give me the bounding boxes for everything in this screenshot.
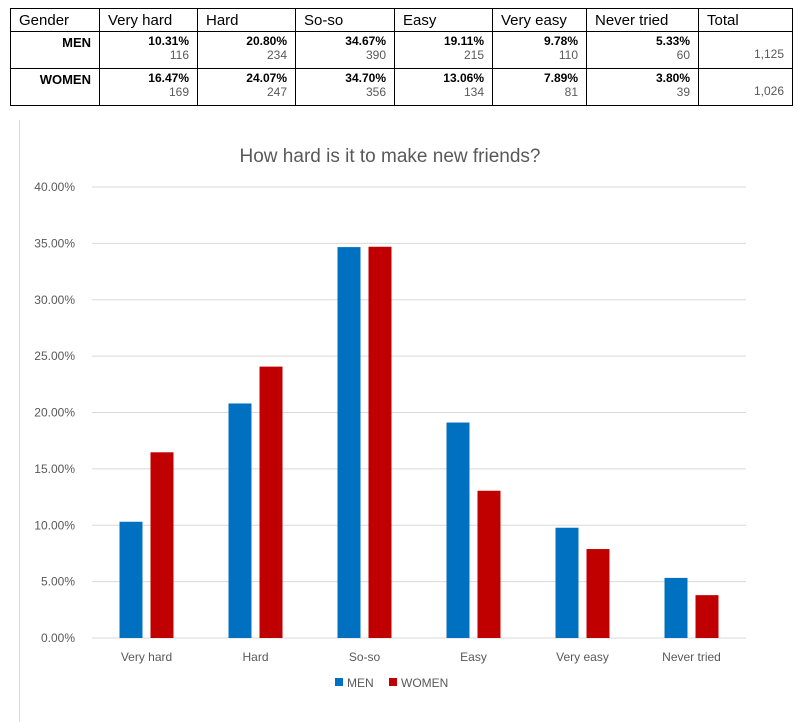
x-tick-label: Never tried: [662, 650, 721, 664]
chart-panel: How hard is it to make new friends? 0.00…: [20, 120, 801, 722]
gridlines: [92, 186, 746, 639]
y-tick-label: 0.00%: [41, 631, 75, 645]
table-cell: 10.31% 116: [99, 31, 198, 69]
pct-value: 34.67%: [345, 34, 386, 48]
table-cell: 19.11% 215: [394, 31, 493, 69]
y-tick-label: 40.00%: [34, 180, 75, 194]
pct-value: 5.33%: [655, 34, 690, 48]
pct-value: 20.80%: [246, 34, 287, 48]
count-value: 234: [266, 48, 287, 62]
header-cell: Very hard: [99, 8, 198, 32]
x-tick-label: Very hard: [121, 650, 172, 664]
pct-value: 7.89%: [543, 71, 578, 85]
pct-value: 13.06%: [443, 71, 484, 85]
bar-men: [337, 247, 361, 638]
chart-title: How hard is it to make new friends?: [240, 146, 541, 167]
table-cell: 34.70% 356: [295, 68, 395, 106]
legend-swatch: [335, 678, 343, 686]
header-cell: Never tried: [586, 8, 699, 32]
table-row: MEN 10.31% 116 20.80% 234 34.67% 390 19.11%…: [10, 31, 793, 69]
pct-value: 3.80%: [655, 71, 690, 85]
pct-value: 19.11%: [443, 34, 484, 48]
pct-value: 34.70%: [345, 71, 386, 85]
total-value: 1,026: [753, 84, 784, 98]
y-tick-label: 30.00%: [34, 293, 75, 307]
x-tick-label: So-so: [349, 650, 381, 664]
y-tick-label: 15.00%: [34, 462, 75, 476]
table-cell: 7.89% 81: [492, 68, 587, 106]
bar-men: [119, 521, 143, 638]
pct-value: 9.78%: [543, 34, 578, 48]
table-header-row: Gender Very hard Hard So-so Easy Very ea…: [10, 8, 793, 32]
header-cell: Easy: [394, 8, 493, 32]
y-tick-label: 25.00%: [34, 349, 75, 363]
pct-value: 24.07%: [246, 71, 287, 85]
count-value: 169: [168, 85, 189, 99]
legend-swatch: [389, 678, 397, 686]
bars: [119, 246, 719, 638]
bar-women: [259, 366, 283, 638]
bar-men: [555, 527, 579, 638]
table-row: WOMEN 16.47% 169 24.07% 247 34.70% 356 13.0…: [10, 68, 793, 106]
legend-label: WOMEN: [401, 676, 448, 690]
table-cell: 1,125: [698, 31, 793, 69]
table-cell: 3.80% 39: [586, 68, 699, 106]
bar-women: [477, 490, 501, 638]
legend: MEN WOMEN: [335, 676, 448, 690]
bar-men: [228, 403, 252, 638]
row-label: MEN: [10, 31, 100, 69]
table-cell: 20.80% 234: [197, 31, 296, 69]
bar-women: [368, 246, 392, 638]
table-cell: 13.06% 134: [394, 68, 493, 106]
bar-men: [446, 422, 470, 638]
count-value: 116: [169, 48, 189, 62]
y-axis-ticks: 0.00% 5.00% 10.00% 15.00% 20.00% 25.00% 30.00%…: [34, 180, 75, 645]
y-tick-label: 20.00%: [34, 406, 75, 420]
x-tick-label: Very easy: [556, 650, 609, 664]
bar-men: [664, 577, 688, 638]
count-value: 81: [564, 85, 578, 99]
bar-women: [586, 549, 610, 638]
table-cell: 34.67% 390: [295, 31, 395, 69]
y-tick-label: 10.00%: [34, 518, 75, 532]
count-value: 134: [463, 85, 484, 99]
bar-women: [695, 595, 719, 638]
y-tick-label: 35.00%: [34, 236, 75, 250]
count-value: 39: [676, 85, 690, 99]
row-label: WOMEN: [10, 68, 100, 106]
count-value: 60: [676, 48, 690, 62]
table-cell: 9.78% 110: [492, 31, 587, 69]
header-cell: Very easy: [492, 8, 587, 32]
x-tick-label: Hard: [242, 650, 268, 664]
panel-divider: [19, 120, 20, 722]
bar-chart: How hard is it to make new friends? 0.00…: [34, 146, 746, 690]
table-cell: 24.07% 247: [197, 68, 296, 106]
y-tick-label: 5.00%: [41, 575, 75, 589]
header-cell: Hard: [197, 8, 296, 32]
count-value: 215: [463, 48, 484, 62]
x-axis-ticks: Very hard Hard So-so Easy Very easy Never tri…: [121, 650, 721, 664]
count-value: 110: [558, 48, 578, 62]
header-cell: Gender: [10, 8, 100, 32]
table-cell: 5.33% 60: [586, 31, 699, 69]
table-cell: 16.47% 169: [99, 68, 198, 106]
header-cell: So-so: [295, 8, 395, 32]
bar-women: [150, 452, 174, 638]
header-cell: Total: [698, 8, 793, 32]
pct-value: 10.31%: [148, 34, 189, 48]
count-value: 247: [266, 85, 287, 99]
x-tick-label: Easy: [460, 650, 487, 664]
total-value: 1,125: [753, 47, 784, 61]
data-table: Gender Very hard Hard So-so Easy Very ea…: [10, 8, 793, 106]
count-value: 356: [365, 85, 386, 99]
legend-label: MEN: [347, 676, 374, 690]
table-cell: 1,026: [698, 68, 793, 106]
count-value: 390: [365, 48, 386, 62]
pct-value: 16.47%: [148, 71, 189, 85]
